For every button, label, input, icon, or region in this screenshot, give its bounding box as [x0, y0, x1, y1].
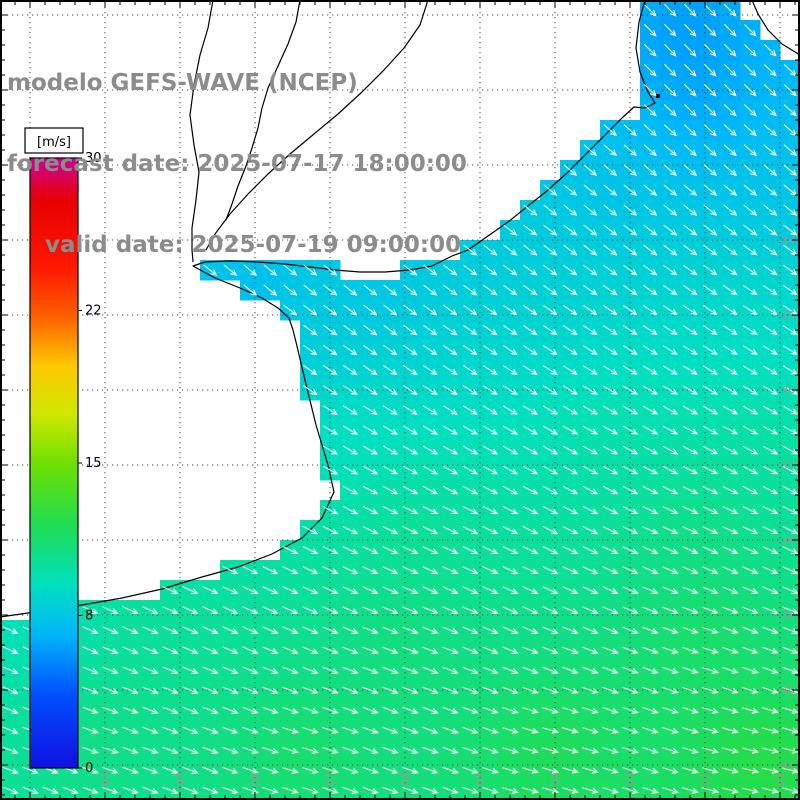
colorbar-tick-label: 8 — [85, 609, 93, 624]
svg-text:-52: -52 — [699, 772, 712, 790]
colorbar-tick-label: 30 — [85, 151, 102, 166]
svg-text:-36: -36 — [777, 384, 795, 397]
colorbar-gradient — [29, 157, 79, 769]
lat-axis-labels: -34 -35 -36 -37 -38 -39 -40 -41 — [777, 234, 795, 772]
colorbar-tick-label: 0 — [85, 761, 93, 776]
svg-text:-60: -60 — [99, 772, 112, 790]
chart-titles: modelo GEFS-WAVE (NCEP) forecast date: 2… — [7, 16, 467, 313]
svg-text:-41: -41 — [777, 759, 795, 772]
lon-axis-labels: -60 -59 -58 -57 -56 -55 -54 -53 -52 -51 — [99, 772, 787, 790]
colorbar-units-label: [m/s] — [37, 135, 71, 150]
forecast-date-line: forecast date: 2025-07-17 18:00:00 — [7, 151, 467, 177]
svg-text:-59: -59 — [174, 772, 187, 790]
svg-text:-58: -58 — [249, 772, 262, 790]
svg-text:-51: -51 — [774, 772, 787, 790]
svg-text:-57: -57 — [324, 772, 337, 790]
wind-direction-arrows — [2, 3, 799, 794]
colorbar-tick-label: 22 — [85, 304, 102, 319]
svg-text:-40: -40 — [777, 684, 795, 697]
svg-text:-56: -56 — [399, 772, 412, 790]
model-title: modelo GEFS-WAVE (NCEP) — [7, 70, 358, 96]
colorbar-label-box — [24, 127, 84, 154]
colorbar-tick-label: 15 — [85, 456, 102, 471]
colorbar: [m/s] 30 22 15 8 0 — [24, 127, 102, 776]
svg-text:-38: -38 — [777, 534, 795, 547]
svg-text:-37: -37 — [777, 459, 795, 472]
svg-text:-55: -55 — [474, 772, 487, 790]
svg-text:-39: -39 — [777, 609, 795, 622]
coastline — [0, 0, 800, 618]
svg-text:-54: -54 — [549, 772, 562, 790]
svg-text:-34: -34 — [777, 234, 795, 247]
valid-date-line: valid date: 2025-07-19 09:00:00 — [45, 232, 462, 258]
svg-text:-35: -35 — [777, 309, 795, 322]
svg-text:-53: -53 — [624, 772, 637, 790]
